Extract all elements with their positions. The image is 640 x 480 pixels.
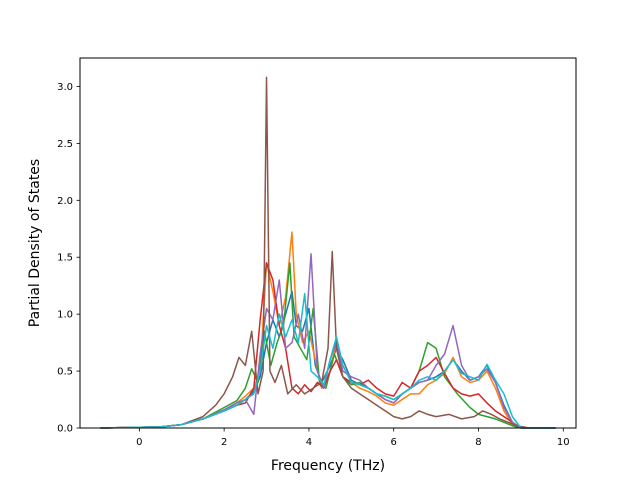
y-tick-label: 0.0 (57, 424, 73, 435)
series-line-7 (100, 292, 556, 429)
x-tick-label: 0 (136, 437, 142, 448)
series-layer (100, 76, 556, 429)
y-tick-label: 2.0 (57, 196, 73, 207)
x-tick-label: 4 (306, 437, 312, 448)
x-axis: 0 2 4 6 8 10 (136, 428, 570, 448)
x-tick-label: 8 (475, 437, 481, 448)
series-line-4 (100, 262, 556, 429)
y-axis-title: Partial Density of States (27, 159, 43, 327)
x-tick-label: 2 (221, 437, 227, 448)
y-tick-label: 1.5 (57, 253, 73, 264)
y-tick-label: 1.0 (57, 310, 73, 321)
y-tick-label: 0.5 (57, 367, 73, 378)
y-axis: 0.0 0.5 1.0 1.5 2.0 2.5 3.0 (57, 82, 80, 435)
plot-frame (79, 57, 577, 429)
x-axis-title: Frequency (THz) (271, 458, 385, 474)
y-tick-label: 3.0 (57, 82, 73, 93)
y-tick-label: 2.5 (57, 139, 73, 150)
x-tick-label: 6 (391, 437, 397, 448)
series-line-6 (100, 76, 556, 429)
x-tick-label: 10 (557, 437, 570, 448)
